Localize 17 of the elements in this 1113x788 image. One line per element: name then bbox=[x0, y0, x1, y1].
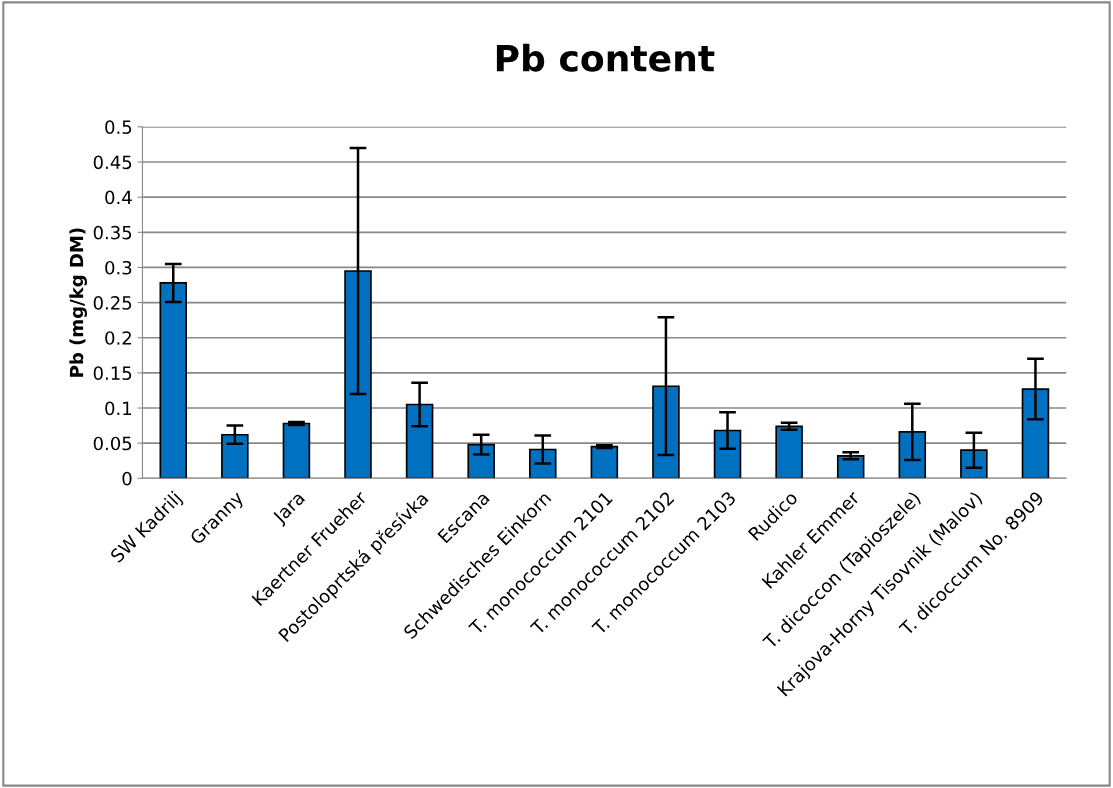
bar bbox=[590, 445, 619, 479]
y-tick-label: 0.5 bbox=[105, 120, 132, 134]
y-tick-label: 0.15 bbox=[93, 366, 132, 380]
y-tick-label: 0.1 bbox=[105, 401, 132, 416]
y-tick-label: 0.25 bbox=[93, 296, 132, 310]
y-tick-label: 0.2 bbox=[105, 331, 131, 345]
y-axis-title: Pb (mg/kg DM) bbox=[69, 228, 87, 377]
y-tick-label: 0.05 bbox=[93, 436, 132, 451]
chart-title: Pb content bbox=[496, 43, 715, 72]
y-tick-label: 0.4 bbox=[105, 190, 132, 205]
y-tick-label: 0.45 bbox=[93, 155, 132, 170]
bar bbox=[282, 422, 311, 479]
bar bbox=[836, 454, 865, 479]
y-tick-label: 0 bbox=[122, 471, 132, 486]
bar bbox=[775, 425, 803, 479]
y-tick-label: 0.35 bbox=[93, 225, 132, 240]
y-tick-label: 0.3 bbox=[105, 260, 132, 275]
